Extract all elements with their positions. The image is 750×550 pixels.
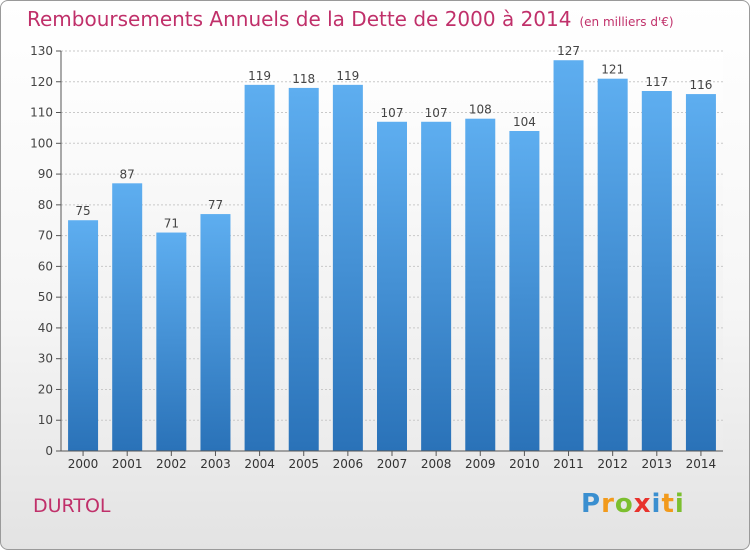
bar	[244, 84, 275, 451]
logo-letter: P	[581, 489, 602, 519]
bar	[465, 118, 496, 451]
bar	[685, 94, 716, 452]
bar	[288, 87, 319, 451]
logo-letter: r	[601, 489, 615, 519]
bar	[156, 232, 187, 451]
x-tick-label: 2005	[288, 457, 319, 471]
data-label: 104	[513, 115, 536, 129]
x-tick-label: 2004	[244, 457, 275, 471]
x-tick-label: 2003	[200, 457, 231, 471]
data-label: 127	[557, 44, 580, 58]
data-label: 87	[120, 167, 135, 181]
x-tick-label: 2013	[642, 457, 673, 471]
data-label: 118	[292, 72, 315, 86]
bar	[421, 121, 452, 452]
data-label: 107	[425, 106, 448, 120]
y-tick-label: 60	[38, 259, 53, 273]
y-tick-label: 80	[38, 198, 53, 212]
labels: 0 10 20 30 40 50 60 70 80 90 100 110 120 130 75 2000 87 2…	[30, 44, 716, 471]
y-tick-label: 110	[30, 106, 53, 120]
chart-subtitle: (en milliers d'€)	[579, 15, 674, 29]
x-tick-label: 2002	[156, 457, 187, 471]
commune-name: DURTOL	[33, 495, 111, 517]
y-tick-label: 0	[45, 444, 53, 458]
x-tick-label: 2006	[333, 457, 364, 471]
bar	[377, 121, 407, 452]
y-tick-label: 10	[38, 413, 53, 427]
x-tick-label: 2012	[597, 457, 628, 471]
x-tick-label: 2000	[68, 457, 99, 471]
proxiti-logo: Proxiti	[581, 489, 685, 519]
x-tick-label: 2014	[686, 457, 717, 471]
bars	[68, 60, 716, 452]
logo-letter: x	[633, 489, 652, 519]
bar	[641, 91, 672, 451]
data-label: 121	[601, 63, 624, 77]
bar	[200, 214, 231, 451]
data-label: 75	[75, 204, 90, 218]
y-tick-label: 100	[30, 136, 53, 150]
bar	[68, 220, 99, 451]
y-tick-label: 130	[30, 44, 53, 58]
y-tick-label: 90	[38, 167, 53, 181]
data-label: 108	[469, 103, 492, 117]
x-tick-label: 2001	[112, 457, 143, 471]
x-tick-label: 2008	[421, 457, 452, 471]
x-tick-label: 2009	[465, 457, 496, 471]
y-tick-label: 120	[30, 75, 53, 89]
bar	[597, 78, 628, 451]
axes	[56, 50, 723, 456]
x-tick-label: 2011	[553, 457, 584, 471]
bar	[112, 183, 143, 452]
bar	[509, 131, 540, 451]
y-tick-label: 20	[38, 382, 53, 396]
data-label: 117	[645, 75, 668, 89]
x-tick-label: 2010	[509, 457, 540, 471]
chart-title: Remboursements Annuels de la Dette de 20…	[27, 7, 674, 31]
data-label: 119	[336, 69, 359, 83]
bar	[332, 84, 363, 451]
logo-letter: t	[661, 489, 675, 519]
y-tick-label: 50	[38, 290, 53, 304]
y-tick-label: 40	[38, 321, 53, 335]
data-label: 116	[689, 78, 712, 92]
title-text: Remboursements Annuels de la Dette de 20…	[27, 7, 572, 31]
logo-letter: i	[651, 489, 662, 519]
data-label: 71	[164, 217, 179, 231]
logo-letter: i	[674, 489, 685, 519]
y-tick-label: 70	[38, 229, 53, 243]
data-label: 107	[381, 106, 404, 120]
logo-letter: o	[614, 489, 634, 519]
y-tick-label: 30	[38, 352, 53, 366]
data-label: 77	[208, 198, 223, 212]
x-tick-label: 2007	[377, 457, 408, 471]
data-label: 119	[248, 69, 271, 83]
bar	[553, 60, 584, 451]
